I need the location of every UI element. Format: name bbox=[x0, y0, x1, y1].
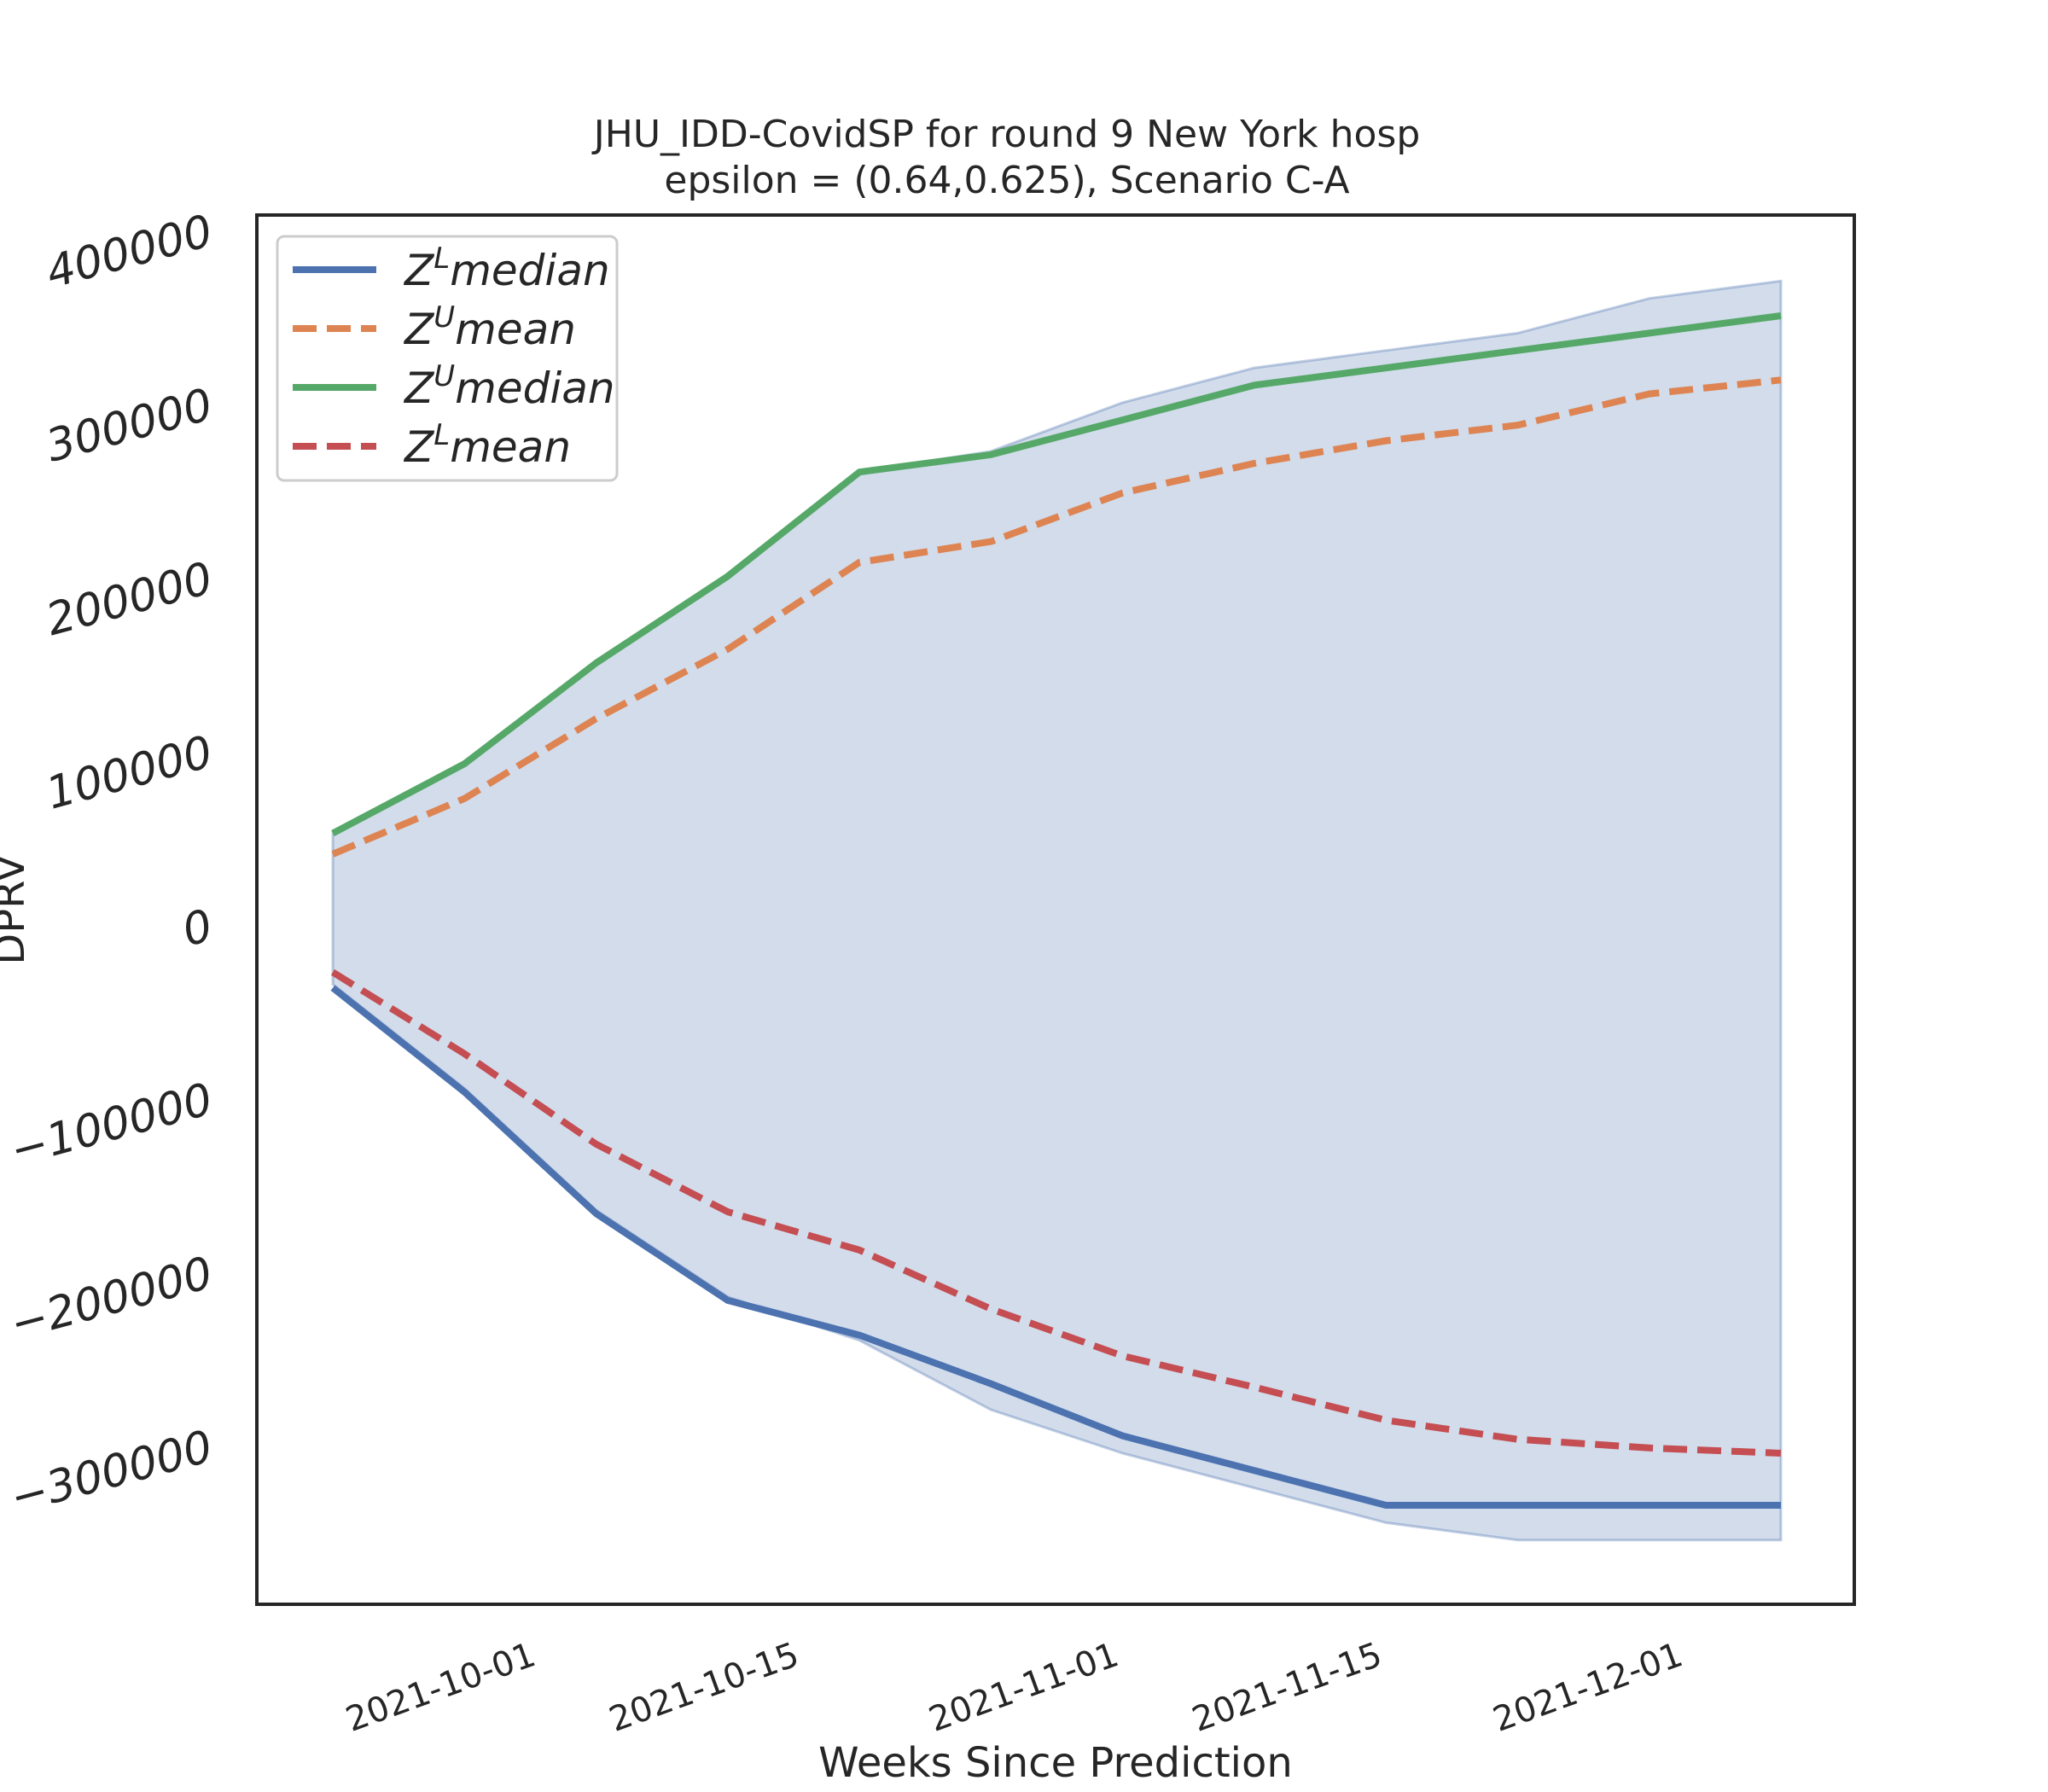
y-tick-label: 0 bbox=[177, 900, 218, 957]
x-tick-label: 2021-10-01 bbox=[340, 1635, 540, 1740]
plot-area bbox=[330, 279, 1783, 1542]
y-tick-label: −100000 bbox=[5, 1073, 218, 1177]
series-line-1 bbox=[330, 985, 1781, 1509]
series-lines bbox=[330, 312, 1782, 1509]
x-tick-label: 2021-12-01 bbox=[1488, 1635, 1688, 1740]
y-tick-label: 200000 bbox=[41, 553, 218, 646]
series-line-2 bbox=[331, 376, 1782, 858]
legend-label-1: ZLmedian bbox=[403, 241, 610, 295]
chart-title: JHU_IDD-CovidSP for round 9 New York hos… bbox=[591, 113, 1421, 156]
y-axis-label: DPRV bbox=[0, 854, 34, 965]
plot-frame bbox=[255, 213, 1856, 1606]
x-tick-label: 2021-11-15 bbox=[1187, 1635, 1387, 1740]
chart-subtitle: epsilon = (0.64,0.625), Scenario C-A bbox=[664, 159, 1349, 202]
y-tick-label: 400000 bbox=[41, 206, 218, 299]
x-tick-label: 2021-10-15 bbox=[604, 1635, 804, 1740]
series-line-4 bbox=[330, 969, 1782, 1457]
y-tick-label: 300000 bbox=[41, 379, 218, 472]
y-tick-label: −300000 bbox=[5, 1421, 218, 1524]
series-line-3 bbox=[331, 312, 1782, 837]
y-tick-label: −200000 bbox=[5, 1248, 218, 1351]
x-axis-ticks: 2021-10-01 2021-10-15 2021-11-01 2021-11-15… bbox=[340, 1635, 1688, 1740]
x-axis-label: Weeks Since Prediction bbox=[818, 1739, 1293, 1787]
legend-label-2: ZUmean bbox=[403, 300, 576, 354]
y-axis-ticks: −300000 −200000 −100000 0 100000 200000 300000… bbox=[5, 206, 218, 1524]
y-tick-label: 100000 bbox=[41, 726, 218, 819]
legend-box bbox=[276, 235, 619, 482]
legend-label-4: ZLmean bbox=[403, 418, 571, 472]
x-tick-label: 2021-11-01 bbox=[924, 1635, 1124, 1740]
